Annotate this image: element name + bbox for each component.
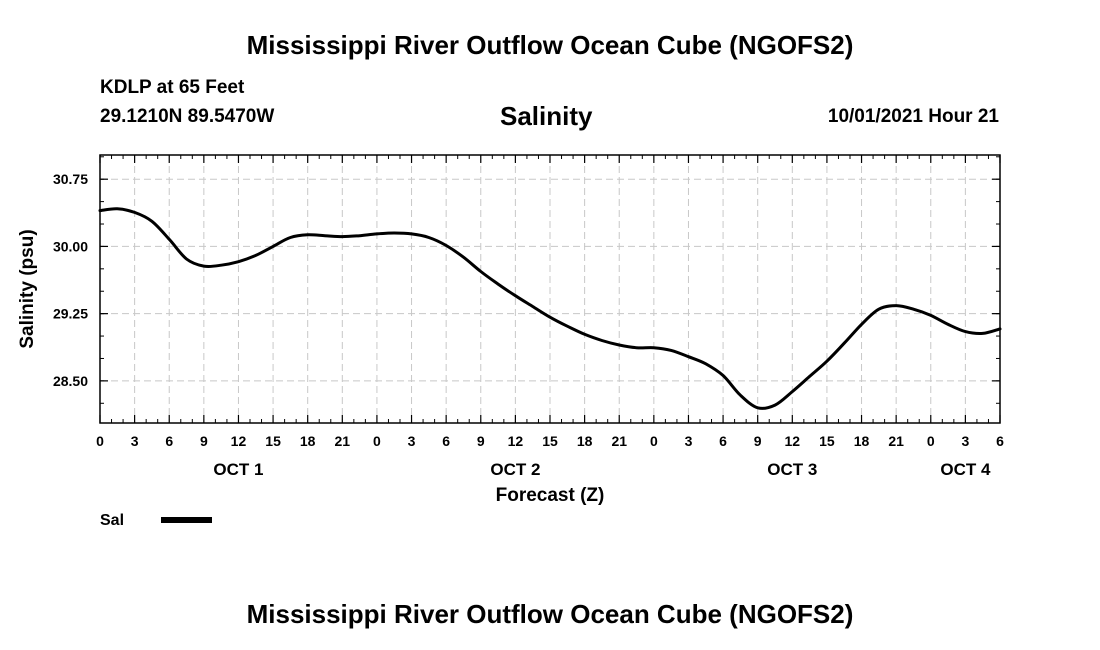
footer-title: Mississippi River Outflow Ocean Cube (NG… — [246, 599, 854, 629]
forecast-datetime: 10/01/2021 Hour 21 — [827, 106, 999, 127]
series-line-sal — [98, 207, 1002, 410]
grid — [100, 155, 1000, 423]
day-label: OCT 3 — [767, 460, 817, 479]
y-axis-label: Salinity (psu) — [17, 229, 38, 348]
variable-title: Salinity — [500, 101, 593, 131]
x-axis-label: Forecast (Z) — [496, 485, 605, 506]
x-tick-label: 3 — [961, 433, 969, 449]
x-tick-label: 0 — [650, 433, 658, 449]
x-tick-label: 12 — [508, 433, 524, 449]
x-tick-label: 0 — [96, 433, 104, 449]
x-tick-label: 9 — [754, 433, 762, 449]
y-tick-label: 28.50 — [53, 373, 88, 389]
x-tick-label: 21 — [888, 433, 904, 449]
y-tick-label: 30.00 — [53, 238, 88, 254]
x-tick-label: 6 — [442, 433, 450, 449]
day-label: OCT 4 — [940, 460, 991, 479]
station-label: KDLP at 65 Feet — [100, 77, 245, 98]
x-tick-label: 9 — [200, 433, 208, 449]
y-tick-label: 29.25 — [53, 306, 88, 322]
data-series — [98, 207, 1002, 410]
x-tick-label: 18 — [300, 433, 316, 449]
y-tick-label: 30.75 — [53, 171, 88, 187]
chart-title: Mississippi River Outflow Ocean Cube (NG… — [246, 30, 854, 60]
x-tick-label: 15 — [542, 433, 558, 449]
x-tick-label: 3 — [685, 433, 693, 449]
x-tick-label: 21 — [335, 433, 351, 449]
legend-label: Sal — [100, 512, 124, 529]
x-tick-label: 3 — [408, 433, 416, 449]
x-tick-label: 12 — [785, 433, 801, 449]
x-tick-label: 0 — [373, 433, 381, 449]
x-tick-label: 6 — [165, 433, 173, 449]
x-tick-label: 12 — [231, 433, 247, 449]
x-tick-label: 15 — [819, 433, 835, 449]
axis-ticks — [99, 155, 1001, 423]
x-tick-label: 21 — [611, 433, 627, 449]
x-tick-label: 9 — [477, 433, 485, 449]
x-tick-label: 6 — [996, 433, 1004, 449]
day-label: OCT 1 — [213, 460, 263, 479]
x-tick-label: 3 — [131, 433, 139, 449]
station-coordinates: 29.1210N 89.5470W — [100, 106, 275, 127]
x-tick-label: 6 — [719, 433, 727, 449]
x-tick-label: 18 — [854, 433, 870, 449]
x-tick-label: 0 — [927, 433, 935, 449]
axis-labels: 0 3 6 9 12 15 18 21 0 3 6 9 12 15 18 21 0 3 6 9 12 15 18 21 0 3 6 2… — [53, 171, 1004, 479]
day-label: OCT 2 — [490, 460, 540, 479]
legend: Sal — [100, 512, 212, 529]
x-tick-label: 15 — [265, 433, 281, 449]
x-tick-label: 18 — [577, 433, 593, 449]
